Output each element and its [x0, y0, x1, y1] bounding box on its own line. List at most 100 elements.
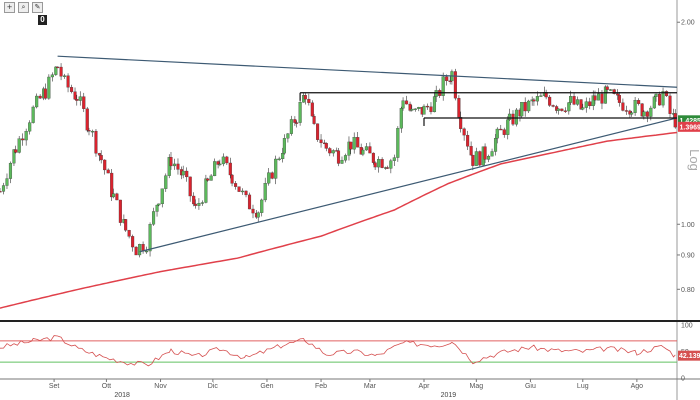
- candle: [630, 110, 634, 117]
- last-price-badge: 1.4285: [680, 118, 700, 125]
- candle: [206, 177, 210, 182]
- candle-body: [652, 96, 656, 109]
- rsi-badge-bg: [678, 350, 700, 361]
- candle: [66, 73, 70, 93]
- candle-body: [616, 93, 620, 96]
- candle: [99, 150, 103, 164]
- candle-body: [1, 185, 6, 192]
- candle-body: [448, 80, 452, 83]
- candle: [668, 93, 672, 119]
- candle: [328, 147, 332, 157]
- candle: [441, 72, 445, 101]
- candle-body: [478, 151, 482, 166]
- candle-body: [567, 102, 571, 112]
- candle-body: [630, 112, 634, 115]
- candle-body: [14, 149, 18, 153]
- candle-body: [204, 178, 208, 203]
- zero-button[interactable]: 0: [38, 15, 47, 25]
- candle: [192, 192, 196, 207]
- scale-label: Log: [687, 149, 700, 171]
- candle-body: [591, 95, 595, 107]
- candle-body: [361, 149, 365, 155]
- candle: [148, 222, 152, 257]
- candle: [267, 168, 271, 186]
- candle: [94, 129, 98, 157]
- candle: [230, 174, 234, 187]
- candle-body: [654, 93, 658, 97]
- candle: [141, 241, 145, 254]
- candle-body: [556, 108, 560, 111]
- candle-body: [471, 154, 475, 166]
- candle-body: [167, 157, 171, 176]
- candle-body: [459, 117, 463, 129]
- candle-body: [429, 106, 433, 113]
- candle-body: [218, 163, 222, 166]
- candle-body: [664, 91, 669, 97]
- candle: [523, 97, 527, 117]
- candle: [124, 219, 128, 232]
- candle-body: [640, 103, 644, 117]
- candle: [658, 91, 662, 106]
- candle-body: [289, 119, 293, 134]
- candle-body: [176, 163, 180, 170]
- candle-body: [303, 95, 307, 100]
- candle-body: [596, 93, 601, 101]
- candle-body: [131, 236, 135, 248]
- candle: [502, 127, 506, 138]
- candle: [621, 98, 625, 112]
- candle: [434, 85, 438, 103]
- candle-body: [445, 76, 449, 82]
- candle: [408, 101, 412, 112]
- candle: [425, 103, 430, 110]
- candle-body: [110, 172, 114, 198]
- candle: [138, 243, 142, 258]
- zoom-icon[interactable]: ⌕: [18, 2, 29, 13]
- candle-body: [511, 113, 515, 125]
- candle: [289, 115, 293, 136]
- x-tick-label: Ago: [631, 383, 644, 390]
- candle: [298, 99, 302, 126]
- candle-body: [593, 95, 597, 101]
- candle: [260, 198, 264, 217]
- candle: [8, 161, 13, 184]
- candle-body: [425, 105, 430, 108]
- candle-body: [193, 203, 197, 206]
- candle: [277, 156, 281, 161]
- candle: [59, 63, 63, 81]
- candle: [103, 159, 107, 175]
- candle: [340, 156, 344, 165]
- candle-body: [469, 146, 473, 156]
- zoom-in-icon[interactable]: +: [4, 2, 15, 13]
- candle-body: [209, 175, 213, 181]
- candle-body: [50, 74, 54, 78]
- candle-body: [356, 137, 360, 148]
- candle-body: [603, 86, 608, 104]
- candle: [293, 116, 297, 126]
- draw-icon[interactable]: ✎: [32, 2, 43, 13]
- candle: [213, 158, 217, 177]
- candle-body: [385, 167, 389, 169]
- candle: [495, 127, 499, 144]
- candle-body: [336, 150, 341, 164]
- candle: [14, 145, 18, 154]
- trendline: [139, 117, 678, 253]
- candle-body: [514, 109, 519, 125]
- candle: [73, 87, 77, 101]
- candle-body: [668, 95, 672, 114]
- candle-body: [54, 66, 58, 75]
- candle-body: [124, 219, 128, 231]
- candle-body: [200, 202, 204, 204]
- candle: [5, 173, 9, 189]
- chart-toolbar: + ⌕ ✎: [4, 2, 43, 13]
- x-tick-label: Ott: [102, 383, 111, 390]
- candle-body: [520, 102, 524, 117]
- candle-body: [572, 96, 576, 105]
- candle: [193, 199, 197, 209]
- candle-body: [151, 211, 156, 225]
- candle: [624, 105, 628, 115]
- candle-body: [600, 93, 604, 104]
- candle: [466, 130, 470, 151]
- candle-body: [637, 100, 641, 104]
- candle-body: [0, 191, 2, 193]
- ma-value-badge: 1.3969: [680, 124, 700, 131]
